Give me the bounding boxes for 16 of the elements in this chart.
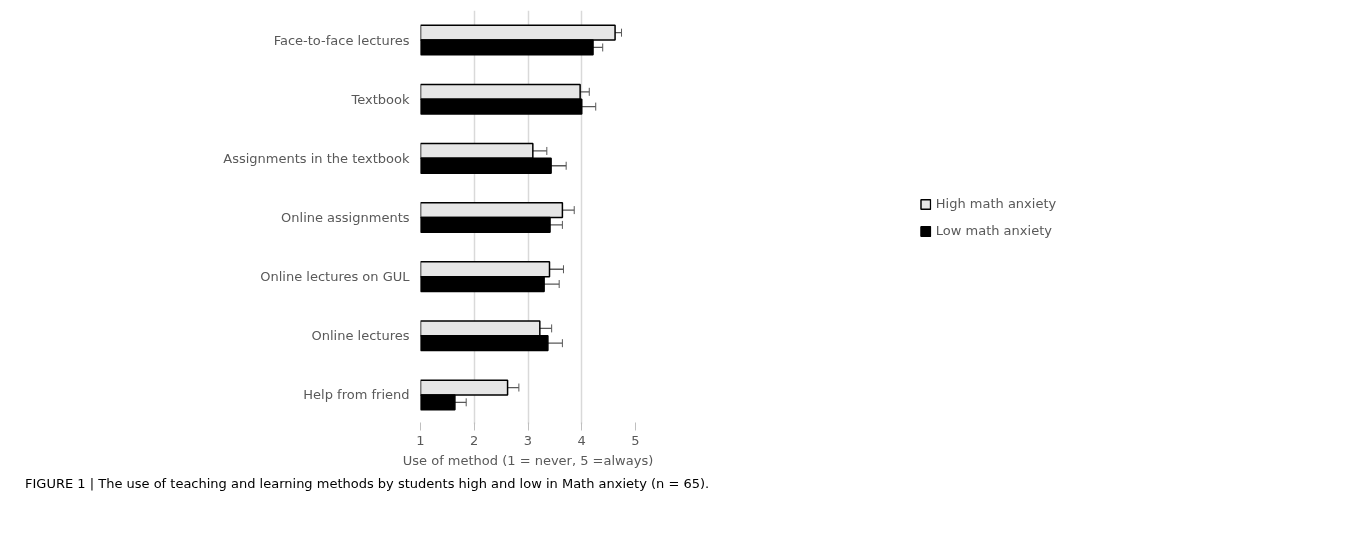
- x-tick-label: 2: [470, 432, 479, 448]
- legend-label: High math anxiety: [935, 196, 1057, 211]
- x-tick-label: 3: [523, 432, 533, 448]
- y-tick-label: Online lectures on GUL: [260, 269, 411, 285]
- y-tick-label: Assignments in the textbook: [223, 150, 410, 166]
- x-tick-label: 5: [631, 432, 640, 448]
- x-axis-title: Use of method (1 = never, 5 =always): [402, 452, 654, 468]
- y-tick-label: Online assignments: [281, 210, 410, 225]
- x-tick-label: 1: [416, 432, 425, 448]
- y-tick-label: Face-to-face lectures: [273, 32, 410, 48]
- y-tick-label: Textbook: [350, 91, 410, 107]
- caption: FIGURE 1 | The use of teaching and learning methods by students high and low in Math anxiety (n = 65).: [25, 475, 710, 493]
- y-tick-label: Help from friend: [303, 387, 410, 403]
- x-tick-label: 4: [577, 432, 586, 448]
- legend-label: Low math anxiety: [935, 223, 1052, 238]
- y-tick-label: Online lectures: [311, 328, 410, 344]
